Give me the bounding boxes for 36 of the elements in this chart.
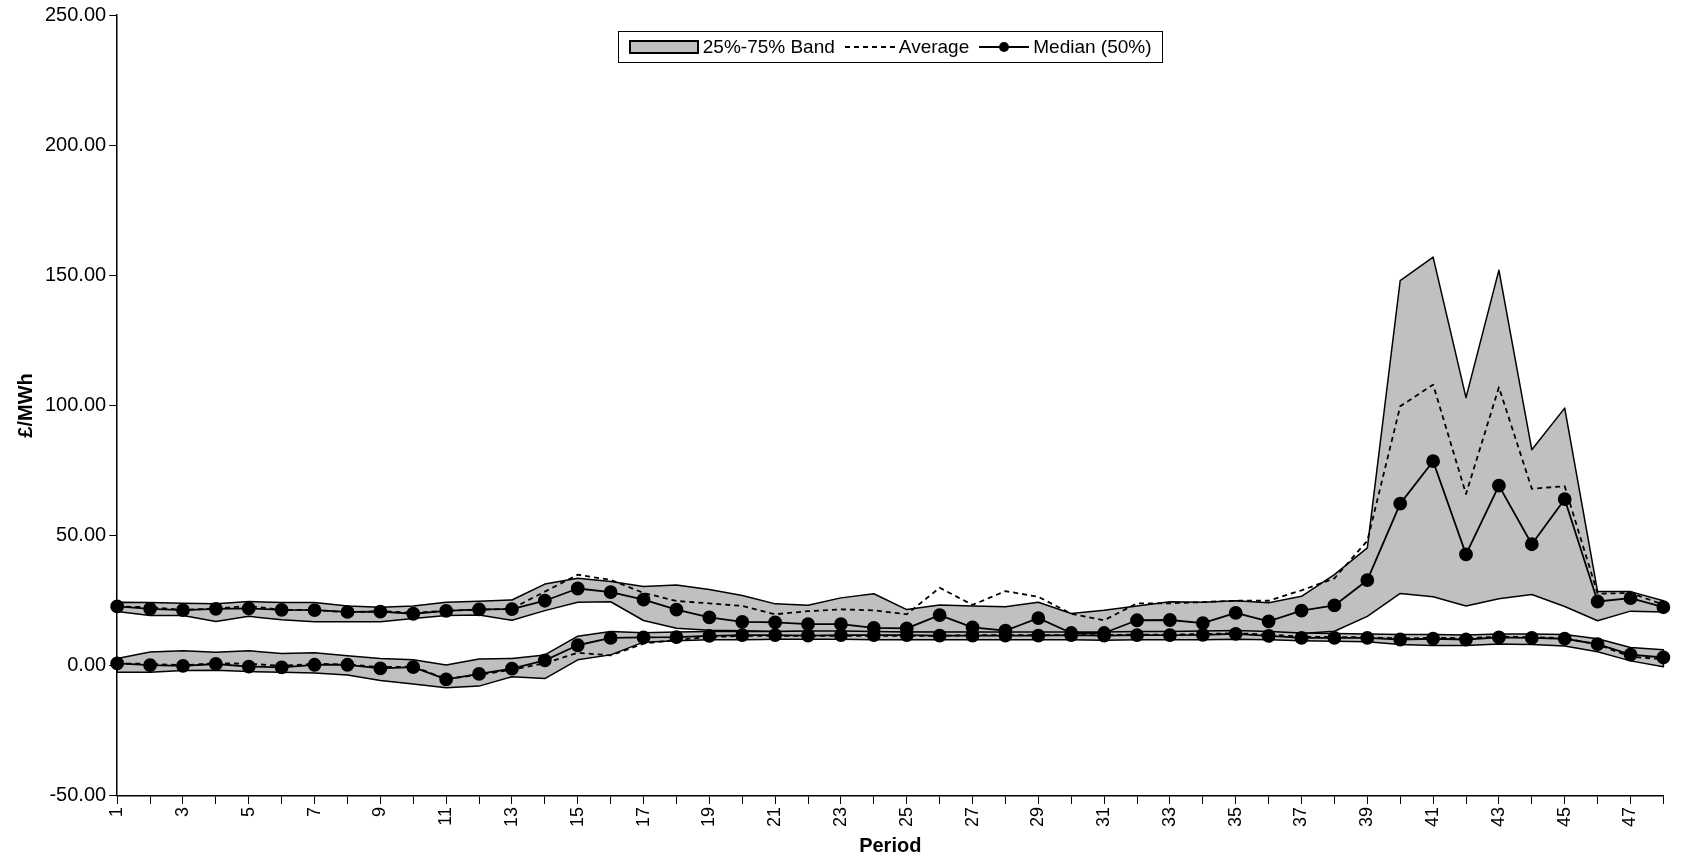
x-tick-label: 33 [1158, 806, 1179, 828]
x-tick-label: 5 [237, 806, 258, 817]
legend-label: Average [898, 36, 970, 58]
y-tick-label: 100.00 [45, 393, 107, 415]
y-tick-label: 0.00 [67, 653, 107, 676]
x-tick-label: 35 [1224, 806, 1245, 828]
legend-label: Median (50%) [1033, 36, 1152, 58]
y-tick-label: 200.00 [45, 132, 107, 155]
x-tick-label: 11 [435, 806, 456, 826]
y-tick-label: 50.00 [56, 523, 107, 546]
x-tick-label: 29 [1027, 806, 1048, 828]
x-tick-label: 31 [1093, 806, 1114, 828]
x-tick-label: 15 [566, 806, 587, 828]
x-tick-label: 25 [895, 806, 916, 828]
x-tick-label: 45 [1553, 806, 1574, 828]
x-tick-label: 9 [369, 806, 390, 817]
x-tick-label: 17 [632, 806, 653, 828]
x-tick-label: 47 [1619, 806, 1640, 828]
y-tick-label: 150.00 [45, 262, 107, 285]
x-tick-label: 19 [698, 806, 719, 828]
x-tick-label: 43 [1487, 806, 1508, 828]
x-tick-label: 23 [829, 806, 850, 828]
x-tick-label: 37 [1290, 806, 1311, 828]
x-axis-title: Period [859, 833, 922, 856]
y-tick-label: -50.00 [49, 783, 107, 806]
y-tick-label: 250.00 [45, 2, 107, 25]
x-tick-label: 21 [764, 806, 785, 828]
x-tick-label: 41 [1422, 806, 1443, 828]
x-tick-label: 3 [171, 806, 192, 817]
y-axis-title: £/MWh [13, 373, 36, 438]
x-tick-label: 39 [1356, 806, 1377, 828]
annotation: 25%-75% Band [702, 36, 835, 58]
x-tick-label: 27 [961, 806, 982, 828]
x-tick-label: 13 [500, 806, 521, 828]
x-tick-label: 7 [303, 806, 324, 817]
x-tick-label: 1 [106, 806, 127, 817]
